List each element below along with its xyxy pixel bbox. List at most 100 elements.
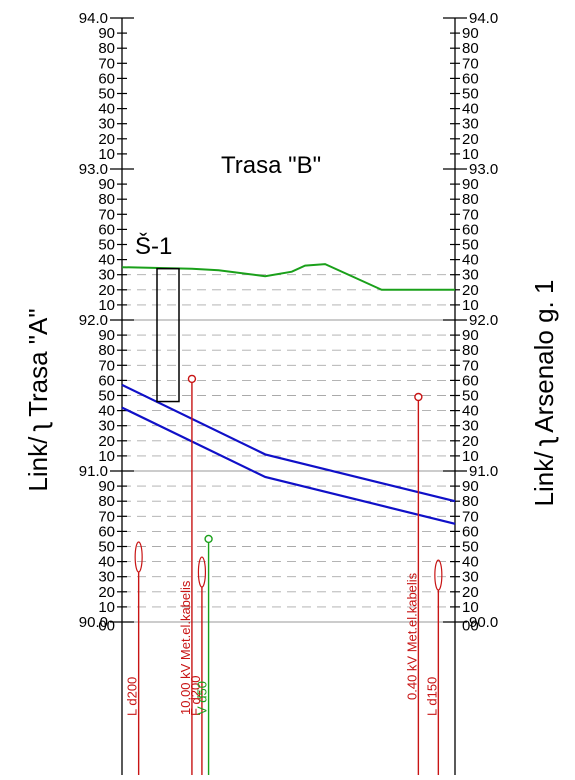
utility-marker-oval [197,556,207,588]
right-tick-label: 20 [462,584,479,601]
left-tick-label: 10 [98,448,115,465]
right-tick-label: 70 [462,357,479,374]
utility-crossing: V d50 [195,534,213,775]
right-tick-label: 50 [462,86,479,103]
left-tick-label: 80 [98,191,115,208]
left-tick-label: 40 [98,101,115,118]
right-major-label: 90.0 [469,614,498,631]
left-tick-label: 60 [98,523,115,540]
utility-crossing: 0.40 kV Met.el.kabelis [404,392,423,775]
right-tick-label: 30 [462,569,479,586]
titles: Trasa "B" Š-1 Link/ ʅ Trasa "A" Link/ ʅ … [23,152,559,506]
right-major-label: 94.0 [469,10,498,27]
right-tick-label: 70 [462,206,479,223]
left-side-title: Link/ ʅ Trasa "A" [23,308,53,491]
left-tick-label: 70 [98,357,115,374]
right-tick-label: 90 [462,176,479,193]
utility-label: F d200 [188,676,203,716]
utility-label: 0.40 kV Met.el.kabelis [404,572,419,700]
left-tick-label: 60 [98,372,115,389]
ground-profile [121,263,455,291]
right-major-label: 91.0 [469,463,498,480]
right-major-label: 93.0 [469,161,498,178]
right-tick-label: 60 [462,221,479,238]
right-elevation-axis: 94.090807060504030201093.090807060504030… [443,10,498,775]
left-tick-label: 90 [98,176,115,193]
left-tick-label: 40 [98,554,115,571]
utility-marker-circle [414,392,423,402]
right-tick-label: 60 [462,372,479,389]
left-major-label: 91.0 [79,463,108,480]
pipe-top-line [121,383,456,503]
right-major-label: 92.0 [469,312,498,329]
right-bottom-label: 00 [462,618,479,635]
right-tick-label: 50 [462,539,479,556]
left-major-label: 92.0 [79,312,108,329]
left-tick-label: 60 [98,70,115,87]
right-tick-label: 70 [462,55,479,72]
left-tick-label: 90 [98,25,115,42]
left-bottom-label: 00 [98,618,115,635]
left-elevation-axis: 94.090807060504030201093.090807060504030… [79,10,134,775]
right-tick-label: 40 [462,554,479,571]
left-major-label: 93.0 [79,161,108,178]
left-tick-label: 80 [98,493,115,510]
left-tick-label: 40 [98,252,115,269]
right-tick-label: 80 [462,40,479,57]
utility-label: V d50 [195,681,210,715]
utility-label: 10.00 kV Met.el.kabelis [178,580,193,715]
right-tick-label: 80 [462,342,479,359]
left-tick-label: 30 [98,418,115,435]
utility-crossing: F d200 [188,556,207,775]
right-tick-label: 60 [462,70,479,87]
utility-marker-oval [434,559,443,591]
elevation-grid [122,274,455,623]
left-tick-label: 80 [98,40,115,57]
left-tick-label: 50 [98,388,115,405]
utility-crossing: L d150 [424,559,443,775]
right-tick-label: 40 [462,101,479,118]
left-tick-label: 10 [98,297,115,314]
left-tick-label: 70 [98,55,115,72]
right-tick-label: 10 [462,599,479,616]
pipe-bottom-line [121,406,456,525]
well-body [156,267,180,403]
ground-line [121,263,455,291]
left-tick-label: 50 [98,237,115,254]
left-tick-label: 10 [98,599,115,616]
well-label: Š-1 [135,232,172,260]
right-tick-label: 30 [462,116,479,133]
right-tick-label: 10 [462,448,479,465]
left-tick-label: 30 [98,569,115,586]
right-tick-label: 20 [462,282,479,299]
trasa-title: Trasa "B" [221,152,321,179]
utility-crossing: L d200 [125,541,143,775]
right-tick-label: 10 [462,297,479,314]
left-tick-label: 90 [98,478,115,495]
right-tick-label: 50 [462,237,479,254]
right-tick-label: 20 [462,131,479,148]
right-tick-label: 20 [462,433,479,450]
right-tick-label: 40 [462,252,479,269]
utility-marker-circle [187,374,197,384]
right-tick-label: 40 [462,403,479,420]
left-tick-label: 10 [98,146,115,163]
left-tick-label: 30 [98,116,115,133]
right-tick-label: 30 [462,418,479,435]
left-major-label: 90.0 [79,614,108,631]
pipe-profile [121,383,456,525]
left-tick-label: 80 [98,342,115,359]
utility-marker-circle [204,534,213,544]
left-tick-label: 40 [98,403,115,420]
left-tick-label: 20 [98,584,115,601]
right-tick-label: 80 [462,191,479,208]
right-side-title: Link/ ʅ Arsenalo g. 1 [529,280,559,507]
utility-label: L d150 [424,677,439,716]
left-tick-label: 20 [98,433,115,450]
left-major-label: 94.0 [79,10,108,27]
left-tick-label: 50 [98,86,115,103]
left-tick-label: 20 [98,131,115,148]
left-tick-label: 90 [98,327,115,344]
